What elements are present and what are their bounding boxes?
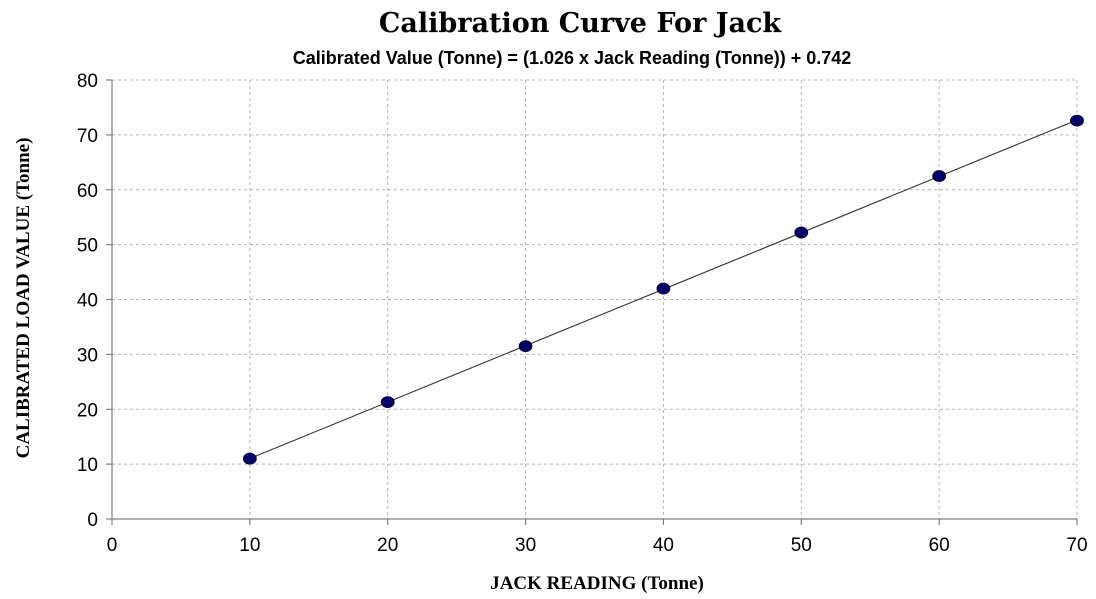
x-tick-label-6: 60 [929,535,950,556]
x-tick-label-5: 50 [791,535,812,556]
data-point-5 [932,170,947,182]
data-point-1 [380,396,395,409]
y-tick-label-8: 80 [77,71,98,92]
grid [112,79,1078,519]
x-tick-label-7: 70 [1066,535,1087,556]
y-tick-label-3: 30 [77,345,98,366]
tick-labels: 0 10 20 30 40 50 60 70 80 0 10 20 30 40 50 60 70 [77,71,1088,556]
x-tick-label-0: 0 [107,535,118,556]
data-point-6 [1070,114,1084,127]
data-point-4 [794,226,809,239]
x-tick-label-2: 20 [377,535,398,556]
y-tick-label-0: 0 [87,510,98,531]
data-point-3 [656,282,671,295]
x-tick-label-3: 30 [515,535,536,556]
data-points [242,114,1084,465]
y-tick-label-2: 20 [77,400,98,421]
axes [106,79,1078,525]
y-tick-label-5: 50 [77,236,98,257]
x-tick-label-1: 10 [239,535,260,556]
x-axis-title: JACK READING (Tonne) [490,573,704,594]
y-tick-label-4: 40 [77,291,98,312]
y-tick-label-1: 10 [77,455,98,476]
y-tick-label-7: 70 [77,126,98,147]
chart-subtitle: Calibrated Value (Tonne) = (1.026 x Jack… [293,48,852,68]
y-axis-title: CALIBRATED LOAD VALUE (Tonne) [13,138,34,459]
y-tick-label-6: 60 [77,181,98,202]
data-point-0 [242,452,257,465]
chart-title: Calibration Curve For Jack [379,8,783,39]
data-point-2 [518,340,533,353]
x-tick-label-4: 40 [653,535,674,556]
